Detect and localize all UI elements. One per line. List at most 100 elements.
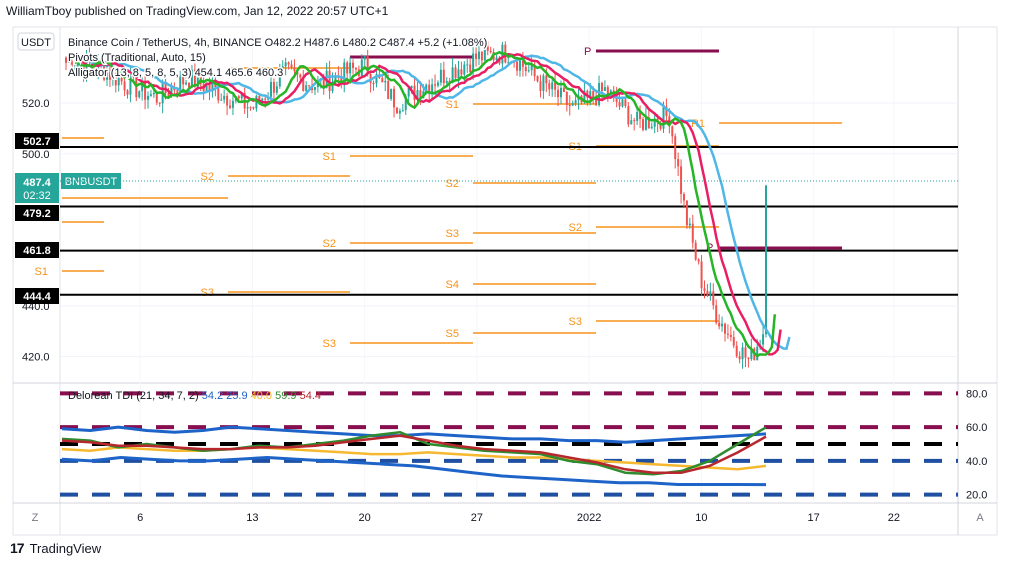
tdi-lower-band [61, 456, 767, 487]
candle-body [721, 323, 724, 327]
time-tick-label: 2022 [577, 512, 601, 524]
price-tick-label: 500.0 [22, 149, 50, 161]
candle-body [653, 118, 656, 127]
price-tick-label: 420.0 [22, 352, 50, 364]
candle-body [439, 69, 442, 83]
candle-body [636, 112, 639, 121]
candle-body [507, 62, 510, 64]
candle-body [220, 99, 223, 101]
candle-body [138, 91, 141, 98]
candle-body [281, 66, 284, 72]
candle-body [149, 94, 152, 96]
candle-body [258, 96, 261, 102]
candle-body [647, 117, 650, 129]
candle-body [574, 100, 577, 104]
candle-body [732, 337, 735, 346]
tdi-legend-value: 40.0 [251, 390, 275, 402]
candle-body [328, 70, 331, 92]
candle-body [618, 102, 621, 107]
candle-body [246, 107, 249, 109]
candle-body [375, 74, 378, 84]
tdi-middle-band [61, 446, 767, 471]
tdi-tick-label: 60.0 [966, 422, 987, 434]
candle-body [518, 60, 521, 71]
candle-body [680, 166, 683, 195]
candle-body [111, 71, 114, 80]
level-price-label: 444.4 [23, 291, 51, 303]
candle-body [419, 90, 422, 99]
candle-body [208, 84, 211, 91]
candle-body [129, 75, 132, 95]
candle-body [272, 82, 275, 93]
main-legend-line: Binance Coin / TetherUS, 4h, BINANCE O48… [68, 37, 487, 49]
candle-body [516, 61, 519, 71]
candle-body [226, 95, 229, 106]
pivot-label: S3 [569, 316, 582, 328]
candle-body [126, 90, 129, 95]
last-price-badge [15, 173, 59, 203]
candle-body [709, 291, 712, 296]
candle-body [533, 64, 536, 77]
candle-body [688, 223, 691, 226]
candle-body [278, 71, 281, 87]
candle-body [718, 322, 721, 327]
candle-body [82, 62, 85, 73]
candle-body [170, 87, 173, 97]
candle-body [603, 87, 606, 91]
candle-body [747, 357, 750, 360]
candle-body [536, 76, 539, 82]
candle-body [287, 62, 290, 65]
candle-body [565, 92, 568, 106]
candle-body [349, 62, 352, 74]
pivot-label: S4 [446, 279, 459, 291]
candle-body [524, 66, 527, 72]
candle-body [682, 194, 685, 201]
time-tick-label: 13 [246, 512, 258, 524]
candle-body [665, 106, 668, 117]
candle-body [352, 62, 355, 68]
candle-body [217, 87, 220, 101]
candle-body [685, 200, 688, 226]
candle-body [205, 84, 208, 92]
candle-body [343, 62, 346, 85]
candle-body [624, 99, 627, 107]
tdi-legend-value: 25.9 [226, 390, 250, 402]
candle-body [557, 89, 560, 98]
candle-body [548, 83, 551, 90]
auto-scale-button: A [976, 512, 984, 524]
candle-body [542, 75, 545, 91]
candle-body [568, 105, 571, 107]
time-tick-label: 10 [695, 512, 707, 524]
publish-header: WilliamTboy published on TradingView.com… [6, 4, 389, 18]
candle-body [363, 56, 366, 60]
candle-body [644, 117, 647, 130]
candle-body [600, 83, 603, 91]
candle-body [261, 98, 264, 102]
candle-body [334, 75, 337, 82]
candle-body [630, 120, 633, 125]
pivot-label: S3 [201, 287, 214, 299]
candle-body [387, 80, 390, 100]
candle-body [477, 51, 480, 60]
candle-body [152, 92, 155, 95]
candle-body [240, 92, 243, 99]
candle-body [521, 60, 524, 67]
candle-body [627, 106, 630, 125]
candle-body [185, 82, 188, 85]
pivot-label: S2 [323, 238, 336, 250]
candle-body [489, 50, 492, 53]
candle-body [460, 69, 463, 75]
candle-body [299, 74, 302, 78]
last-price-label: 487.4 [23, 177, 51, 189]
candle-body [633, 120, 636, 122]
candle-body [308, 85, 311, 87]
candle-body [765, 185, 767, 335]
tdi-legend-value: 54.4 [300, 390, 321, 402]
candle-body [712, 291, 715, 306]
tdi-tick-label: 20.0 [966, 490, 987, 502]
candle-body [472, 53, 475, 73]
tdi-legend: Delorean TDI (21, 34, 7, 2) 54.2 25.9 40… [68, 390, 321, 402]
candle-body [188, 82, 191, 88]
candle-body [147, 95, 150, 100]
candle-body [703, 288, 706, 291]
